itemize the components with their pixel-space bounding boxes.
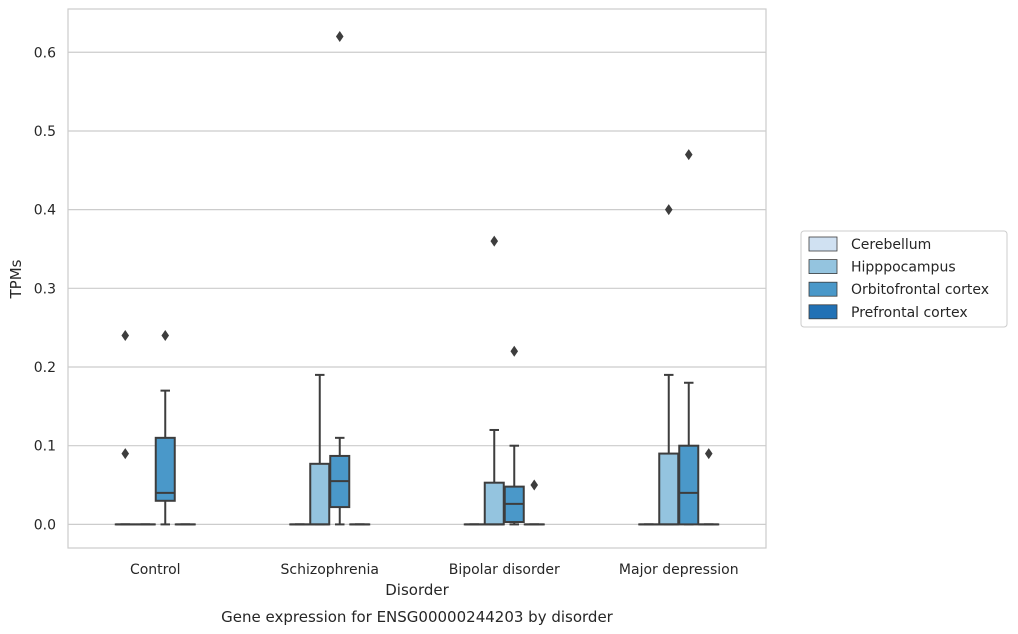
outlier-point bbox=[510, 345, 519, 357]
legend-frame bbox=[800, 230, 1008, 328]
box-group bbox=[503, 345, 525, 526]
box-group bbox=[483, 235, 505, 526]
box-group bbox=[523, 479, 545, 526]
y-axis-label: TPMs bbox=[7, 259, 25, 299]
box-group bbox=[329, 31, 351, 526]
y-tick-label: 0.2 bbox=[34, 360, 56, 376]
y-tick-label: 0.5 bbox=[34, 124, 56, 140]
box-group bbox=[114, 330, 136, 526]
box bbox=[483, 481, 505, 526]
legend-label: Prefrontal cortex bbox=[851, 305, 968, 321]
y-tick-label: 0.0 bbox=[34, 517, 56, 533]
x-tick-label: Schizophrenia bbox=[281, 562, 379, 578]
box-group bbox=[154, 330, 176, 526]
x-tick-label: Control bbox=[130, 562, 181, 578]
outlier-point bbox=[335, 31, 344, 43]
box-group bbox=[309, 373, 331, 526]
legend-label: Orbitofrontal cortex bbox=[851, 282, 989, 298]
plot-frame bbox=[67, 8, 767, 549]
y-axis-ticks: 0.0 0.1 0.2 0.3 0.4 0.5 0.6 bbox=[34, 45, 56, 533]
y-tick-label: 0.1 bbox=[34, 439, 56, 455]
outlier-point bbox=[121, 330, 130, 342]
outlier-point bbox=[121, 448, 130, 460]
box bbox=[309, 462, 331, 526]
x-tick-label: Major depression bbox=[619, 562, 739, 578]
y-tick-label: 0.6 bbox=[34, 45, 56, 61]
legend-label: Hipppocampus bbox=[851, 260, 956, 276]
box bbox=[658, 452, 680, 526]
chart-caption: Gene expression for ENSG00000244203 by d… bbox=[221, 608, 614, 626]
grid-lines bbox=[68, 51, 766, 525]
box-plot-series bbox=[114, 31, 720, 526]
legend: Cerebellum Hipppocampus Orbitofrontal cort… bbox=[800, 230, 1008, 328]
legend-swatch bbox=[808, 259, 838, 275]
outlier-point bbox=[704, 448, 713, 460]
x-tick-label: Bipolar disorder bbox=[449, 562, 560, 578]
outlier-point bbox=[664, 204, 673, 216]
y-tick-label: 0.4 bbox=[34, 203, 56, 219]
outlier-point bbox=[530, 479, 539, 491]
x-axis-ticks: Control Schizophrenia Bipolar disorder Majo… bbox=[130, 562, 739, 578]
legend-swatch bbox=[808, 236, 838, 252]
box-group bbox=[698, 448, 720, 526]
outlier-point bbox=[161, 330, 170, 342]
box-group bbox=[658, 204, 680, 526]
y-tick-label: 0.3 bbox=[34, 281, 56, 297]
outlier-point bbox=[684, 149, 693, 161]
legend-label: Cerebellum bbox=[851, 237, 931, 253]
box bbox=[154, 436, 176, 502]
legend-swatch bbox=[808, 304, 838, 320]
box-group bbox=[678, 149, 700, 526]
outlier-point bbox=[490, 235, 499, 247]
legend-swatch bbox=[808, 281, 838, 297]
box bbox=[678, 444, 700, 526]
x-axis-label: Disorder bbox=[385, 581, 449, 599]
